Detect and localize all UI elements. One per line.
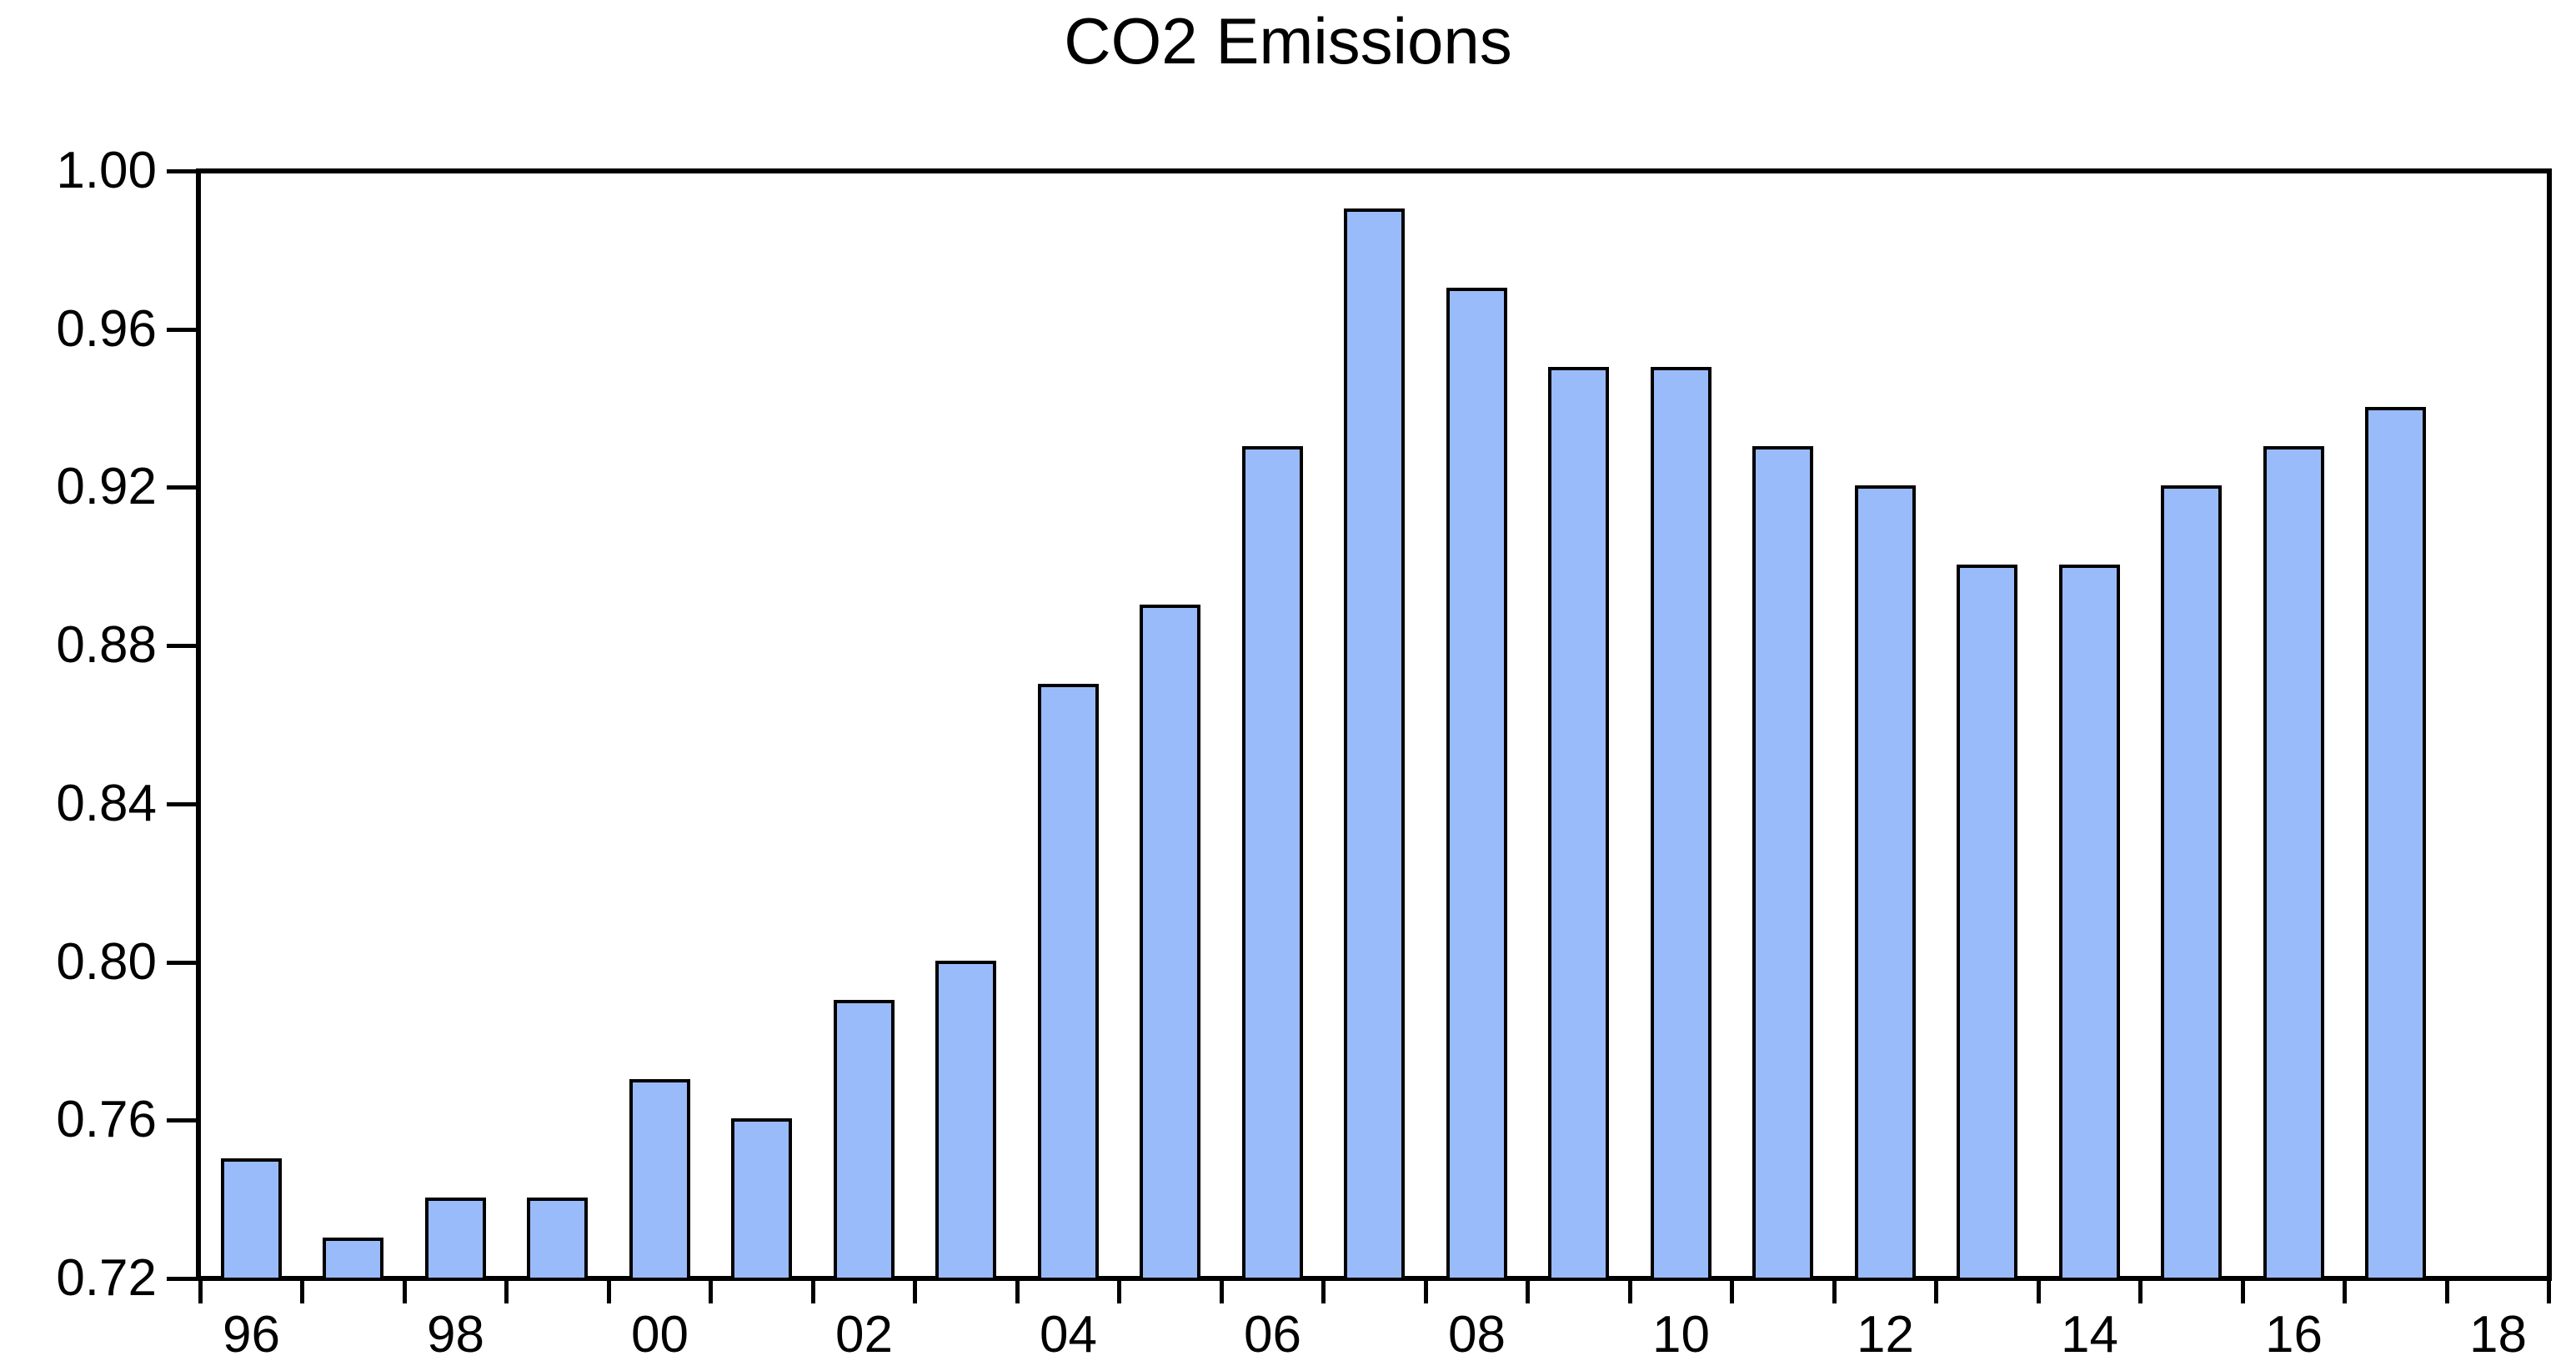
- bar-07: [1344, 208, 1405, 1281]
- x-axis-tick-label: 02: [835, 1306, 893, 1363]
- x-axis-tick-label: 04: [1040, 1306, 1097, 1363]
- x-tick-mark: [504, 1281, 509, 1303]
- bar-13: [1957, 565, 2017, 1281]
- bar-03: [935, 961, 996, 1281]
- x-axis-tick-label: 14: [2061, 1306, 2118, 1363]
- x-tick-mark: [1424, 1281, 1428, 1303]
- x-tick-mark: [2037, 1281, 2041, 1303]
- bar-09: [1548, 367, 1609, 1281]
- y-axis-tick-label: 0.88: [56, 616, 157, 674]
- x-tick-mark: [1220, 1281, 1224, 1303]
- x-tick-mark: [1526, 1281, 1530, 1303]
- y-axis-tick-label: 0.80: [56, 933, 157, 991]
- x-axis-tick-label: 16: [2265, 1306, 2323, 1363]
- x-tick-mark: [1321, 1281, 1326, 1303]
- x-tick-mark: [709, 1281, 713, 1303]
- y-axis-tick-label: 1.00: [56, 142, 157, 199]
- x-tick-mark: [1832, 1281, 1837, 1303]
- x-tick-mark: [2445, 1281, 2449, 1303]
- y-tick-mark: [167, 1118, 198, 1122]
- x-axis-tick-label: 18: [2469, 1306, 2527, 1363]
- y-axis-tick-label: 0.92: [56, 458, 157, 515]
- bar-17: [2365, 407, 2426, 1281]
- x-tick-mark: [198, 1281, 203, 1303]
- y-tick-mark: [167, 328, 198, 332]
- bar-99: [527, 1198, 588, 1281]
- bar-12: [1855, 485, 1916, 1281]
- x-axis-tick-label: 06: [1244, 1306, 1301, 1363]
- x-tick-mark: [811, 1281, 815, 1303]
- x-tick-mark: [2241, 1281, 2245, 1303]
- y-axis-tick-label: 0.84: [56, 775, 157, 832]
- y-axis-tick-label: 0.96: [56, 300, 157, 358]
- x-axis-tick-label: 00: [631, 1306, 689, 1363]
- x-axis-tick-label: 96: [223, 1306, 280, 1363]
- bar-01: [731, 1118, 792, 1281]
- bar-97: [323, 1238, 383, 1281]
- y-tick-mark: [167, 1277, 198, 1281]
- x-tick-mark: [913, 1281, 917, 1303]
- x-axis-tick-label: 98: [427, 1306, 484, 1363]
- x-tick-mark: [1015, 1281, 1020, 1303]
- y-tick-mark: [167, 644, 198, 648]
- x-tick-mark: [1730, 1281, 1734, 1303]
- x-tick-mark: [607, 1281, 611, 1303]
- x-tick-mark: [403, 1281, 407, 1303]
- y-axis-tick-label: 0.76: [56, 1091, 157, 1148]
- x-tick-mark: [1117, 1281, 1121, 1303]
- x-tick-mark: [300, 1281, 304, 1303]
- bar-14: [2059, 565, 2120, 1281]
- y-tick-mark: [167, 802, 198, 806]
- bar-02: [834, 1000, 895, 1281]
- y-axis-tick-label: 0.72: [56, 1249, 157, 1307]
- x-tick-mark: [2343, 1281, 2347, 1303]
- x-axis-tick-label: 12: [1857, 1306, 1914, 1363]
- bar-10: [1651, 367, 1711, 1281]
- bar-04: [1038, 684, 1099, 1281]
- x-tick-mark: [2547, 1281, 2551, 1303]
- bar-05: [1140, 605, 1200, 1281]
- bar-96: [221, 1158, 282, 1281]
- bar-98: [425, 1198, 486, 1281]
- bar-11: [1752, 446, 1813, 1281]
- bar-08: [1446, 288, 1507, 1281]
- y-tick-mark: [167, 169, 198, 173]
- x-tick-mark: [1628, 1281, 1632, 1303]
- y-tick-mark: [167, 485, 198, 490]
- bar-00: [629, 1079, 690, 1281]
- x-tick-mark: [1934, 1281, 1938, 1303]
- y-tick-mark: [167, 961, 198, 965]
- bar-16: [2263, 446, 2324, 1281]
- x-tick-mark: [2138, 1281, 2142, 1303]
- chart-title: CO2 Emissions: [1064, 4, 1512, 78]
- x-axis-tick-label: 10: [1652, 1306, 1710, 1363]
- x-axis-tick-label: 08: [1448, 1306, 1506, 1363]
- bar-06: [1242, 446, 1303, 1281]
- bar-15: [2161, 485, 2222, 1281]
